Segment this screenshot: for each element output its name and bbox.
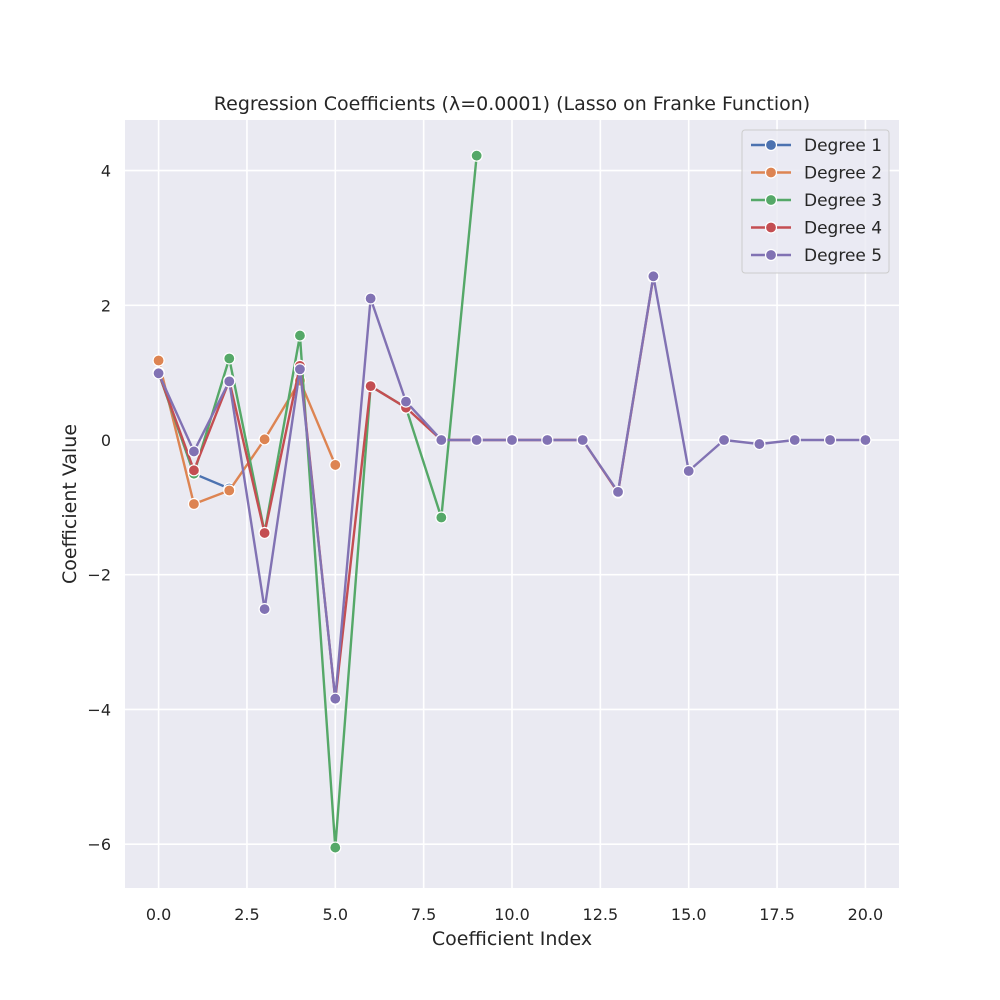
- data-point: [399, 395, 413, 408]
- data-point: [223, 484, 236, 497]
- legend-item: Degree 3: [751, 191, 882, 211]
- x-tick-label: 5.0: [323, 905, 348, 924]
- x-tick-label: 0.0: [146, 905, 171, 924]
- x-tick-label: 2.5: [234, 905, 259, 924]
- data-point: [435, 511, 448, 524]
- legend-label: Degree 1: [804, 136, 882, 156]
- data-point: [329, 458, 342, 472]
- y-tick-label: 2: [101, 296, 111, 315]
- data-point: [258, 433, 271, 446]
- series-5: [152, 270, 872, 705]
- data-point: [258, 526, 271, 540]
- x-tick-label: 10.0: [494, 905, 530, 924]
- y-tick-label: −6: [87, 835, 111, 854]
- data-point: [505, 433, 519, 447]
- legend-marker: [764, 248, 778, 262]
- x-tick-label: 20.0: [848, 905, 884, 924]
- data-point: [223, 375, 236, 388]
- data-point: [187, 464, 201, 477]
- data-point: [293, 329, 307, 342]
- data-point: [753, 437, 766, 451]
- x-tick-label: 15.0: [671, 905, 707, 924]
- legend: Degree 1 Degree 2 Degree 3 Degree 4 Degree 5: [741, 129, 890, 274]
- y-axis-ticks: −6 −4 −2 0 2 4: [87, 162, 111, 855]
- y-tick-label: −2: [87, 566, 111, 585]
- data-point: [187, 497, 201, 511]
- x-axis-ticks: 0.0 2.5 5.0 7.5 10.0 12.5 15.0 17.5 20.0: [146, 905, 883, 924]
- y-tick-label: 0: [101, 431, 111, 450]
- x-tick-label: 7.5: [411, 905, 436, 924]
- x-tick-label: 17.5: [759, 905, 795, 924]
- data-point: [611, 485, 625, 498]
- data-point: [364, 292, 377, 305]
- y-axis-label: Coefficient Value: [59, 424, 81, 584]
- data-point: [717, 433, 731, 447]
- data-point: [576, 433, 589, 447]
- data-point: [682, 464, 695, 478]
- grid: [125, 120, 899, 888]
- y-tick-label: 4: [101, 162, 111, 181]
- x-axis-label: Coefficient Index: [432, 928, 592, 950]
- data-point: [859, 433, 872, 447]
- legend-item: Degree 5: [751, 246, 882, 266]
- data-point: [329, 692, 342, 705]
- legend-box: [741, 129, 890, 274]
- legend-marker: [764, 166, 778, 179]
- x-tick-label: 12.5: [583, 905, 619, 924]
- legend-marker: [764, 193, 778, 207]
- data-point: [223, 352, 236, 365]
- legend-marker: [764, 221, 778, 234]
- series-line: [157, 360, 337, 506]
- legend-item: Degree 1: [751, 136, 882, 156]
- data-point: [541, 433, 554, 447]
- legend-label: Degree 4: [804, 219, 882, 239]
- data-point: [435, 433, 448, 447]
- legend-label: Degree 3: [804, 191, 882, 211]
- data-point: [788, 433, 801, 447]
- chart-title: Regression Coefficients (λ=0.0001) (Lass…: [214, 93, 810, 115]
- data-point: [152, 354, 165, 367]
- data-point: [823, 433, 837, 447]
- data-point: [647, 270, 660, 283]
- data-point: [364, 380, 377, 393]
- data-point: [329, 841, 342, 854]
- data-point: [470, 149, 483, 162]
- legend-marker: [764, 138, 778, 152]
- data-point: [258, 602, 271, 616]
- legend-label: Degree 5: [804, 246, 882, 266]
- data-point: [187, 445, 201, 458]
- y-tick-label: −4: [87, 700, 111, 719]
- series-layer: [152, 149, 872, 854]
- legend-item: Degree 2: [751, 164, 882, 184]
- legend-label: Degree 2: [804, 164, 882, 184]
- legend-item: Degree 4: [751, 219, 882, 239]
- data-point: [470, 433, 483, 447]
- data-point: [152, 367, 165, 380]
- data-point: [293, 363, 307, 376]
